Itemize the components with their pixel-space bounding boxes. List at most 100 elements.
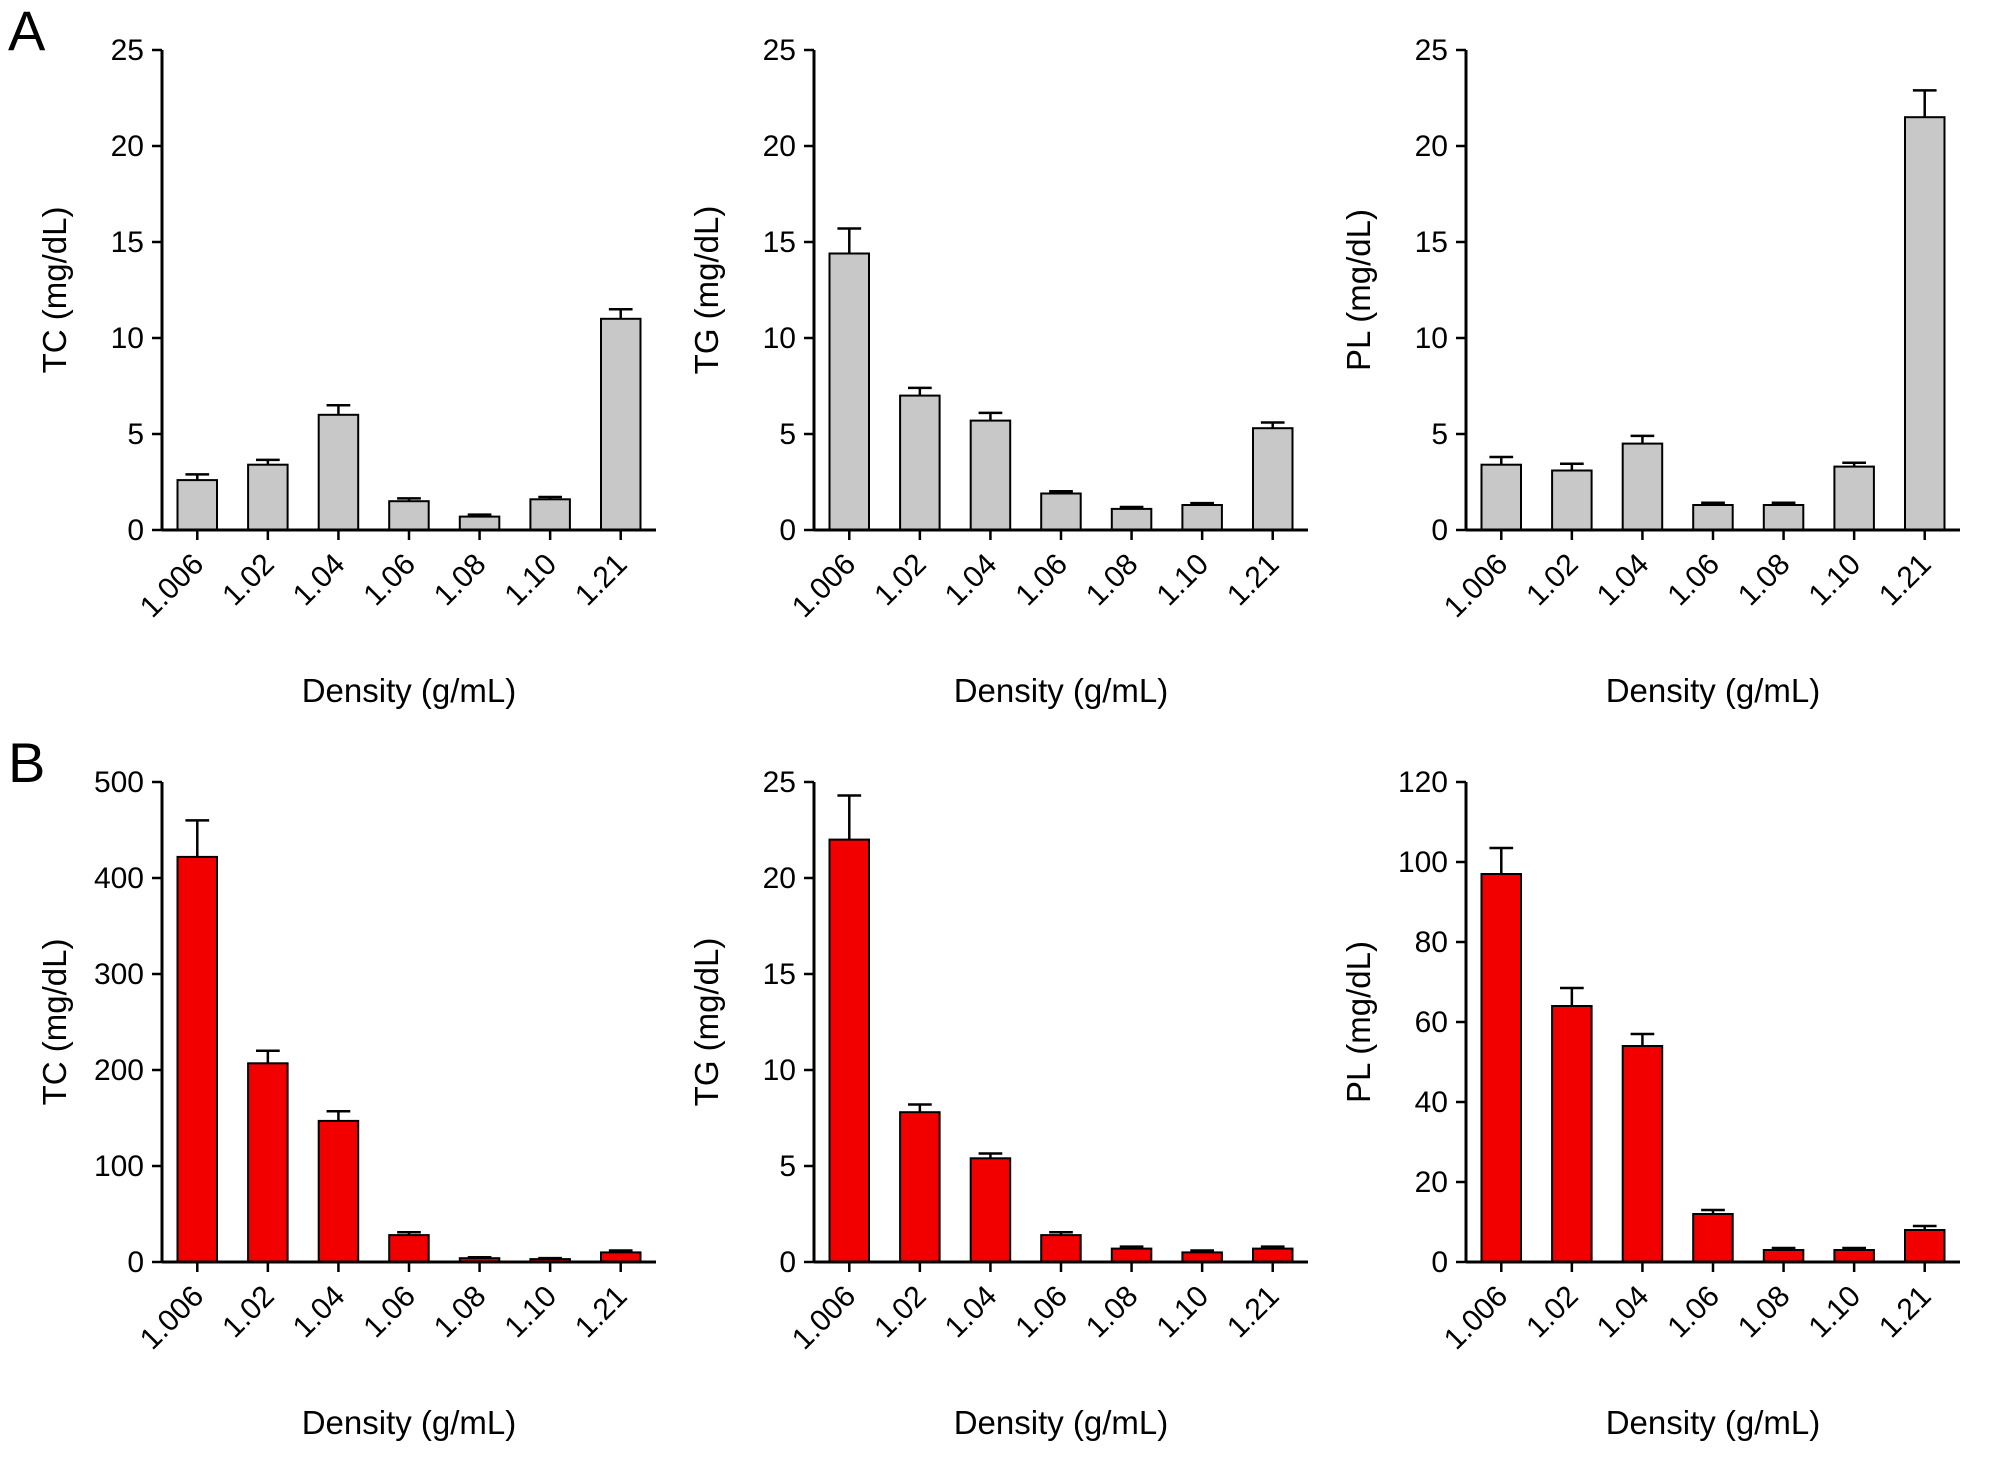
panel-label-a: A	[8, 0, 46, 62]
y-tick-label: 5	[127, 418, 144, 451]
x-axis-label: Density (g/mL)	[1606, 1404, 1821, 1441]
x-axis-label: Density (g/mL)	[302, 672, 517, 709]
y-tick-label: 25	[763, 766, 796, 799]
x-tick-label: 1.02	[868, 1280, 933, 1345]
y-tick-label: 20	[1415, 1166, 1448, 1199]
x-tick-label: 1.02	[868, 548, 933, 613]
bar	[1692, 504, 1734, 531]
y-tick-label: 0	[779, 1246, 796, 1279]
bar	[247, 463, 289, 532]
x-axis-label: Density (g/mL)	[954, 1404, 1169, 1441]
y-tick-label: 10	[111, 322, 144, 355]
y-tick-label: 15	[111, 226, 144, 259]
chart-svg: 1.006 1.02 1.04 1.06 1.08 1.10 1.21 0 20 40 60 80 10…	[1340, 766, 1960, 1441]
x-tick-label: 1.21	[569, 548, 634, 613]
y-axis-label: TG (mg/dL)	[688, 938, 725, 1107]
y-tick-label: 40	[1415, 1086, 1448, 1119]
x-tick-label: 1.02	[1520, 548, 1585, 613]
y-axis-label: PL (mg/dL)	[1340, 941, 1377, 1103]
x-tick-label: 1.04	[287, 1280, 352, 1345]
y-tick-label: 500	[94, 766, 144, 799]
y-tick-label: 0	[127, 1246, 144, 1279]
bar	[1252, 427, 1294, 532]
y-axis-label: TC (mg/dL)	[36, 939, 73, 1106]
x-tick-label: 1.02	[216, 548, 281, 613]
x-axis-label: Density (g/mL)	[1606, 672, 1821, 709]
bar	[1621, 1045, 1664, 1263]
x-tick-label: 1.04	[287, 548, 352, 613]
y-tick-label: 5	[779, 418, 796, 451]
bar	[1110, 507, 1153, 531]
bar	[600, 317, 642, 531]
y-tick-label: 0	[1431, 1246, 1448, 1279]
x-tick-label: 1.21	[1873, 548, 1938, 613]
bar	[1110, 1247, 1153, 1264]
x-tick-label: 1.06	[1009, 1280, 1074, 1345]
bar	[1904, 116, 1946, 531]
x-tick-label: 1.04	[1591, 1280, 1656, 1345]
chart-svg: 1.006 1.02 1.04 1.06 1.08 1.10 1.21 0 5 10 15 20 25 P…	[1340, 34, 1960, 709]
y-axis-label: PL (mg/dL)	[1340, 209, 1377, 371]
bar	[969, 419, 1012, 532]
bar	[176, 479, 218, 532]
chart-a-tg: 1.006 1.02 1.04 1.06 1.08 1.10 1.21 0 5 10 15 20 25 T…	[682, 0, 1334, 732]
x-tick-label: 1.08	[1080, 1280, 1145, 1345]
bar	[899, 394, 941, 531]
x-tick-label: 1.006	[1438, 1280, 1514, 1356]
y-tick-label: 0	[779, 514, 796, 547]
y-tick-label: 400	[94, 862, 144, 895]
y-tick-label: 300	[94, 958, 144, 991]
panel-label-b: B	[8, 731, 46, 794]
bar	[529, 498, 571, 531]
bar	[317, 413, 360, 531]
y-tick-label: 10	[763, 1054, 796, 1087]
bar	[1762, 1249, 1805, 1263]
x-tick-label: 1.06	[357, 1280, 422, 1345]
y-axis-label: TC (mg/dL)	[36, 207, 73, 374]
bar	[1252, 1247, 1294, 1264]
y-tick-label: 10	[763, 322, 796, 355]
x-tick-label: 1.10	[498, 1280, 563, 1345]
y-tick-label: 25	[1415, 34, 1448, 67]
bar	[1833, 465, 1875, 532]
x-tick-label: 1.10	[498, 548, 563, 613]
x-tick-label: 1.006	[134, 548, 210, 624]
bar	[1480, 463, 1522, 532]
y-tick-label: 15	[1415, 226, 1448, 259]
y-axis-label: TG (mg/dL)	[688, 206, 725, 375]
x-tick-label: 1.08	[1732, 548, 1797, 613]
y-tick-label: 100	[1398, 846, 1448, 879]
y-tick-label: 60	[1415, 1006, 1448, 1039]
chart-svg: 1.006 1.02 1.04 1.06 1.08 1.10 1.21 0 5 10 15 20 25 T…	[688, 766, 1308, 1441]
x-tick-label: 1.006	[134, 1280, 210, 1356]
bar	[1621, 442, 1664, 532]
bar	[458, 515, 501, 532]
x-tick-label: 1.21	[1221, 1280, 1286, 1345]
y-tick-label: 20	[111, 130, 144, 163]
x-tick-label: 1.08	[428, 548, 493, 613]
y-tick-label: 10	[1415, 322, 1448, 355]
chart-svg: 1.006 1.02 1.04 1.06 1.08 1.10 1.21 0 5 10 15 20 25 T…	[688, 34, 1308, 709]
chart-b-pl: 1.006 1.02 1.04 1.06 1.08 1.10 1.21 0 20 40 60 80 10…	[1334, 732, 1986, 1464]
bar	[317, 1119, 360, 1263]
y-tick-label: 15	[763, 958, 796, 991]
bar	[388, 1234, 430, 1264]
x-tick-label: 1.006	[786, 548, 862, 624]
x-tick-label: 1.08	[1732, 1280, 1797, 1345]
chart-svg: 1.006 1.02 1.04 1.06 1.08 1.10 1.21 0 100 200 300 4…	[36, 766, 656, 1441]
y-tick-label: 100	[94, 1150, 144, 1183]
x-tick-label: 1.04	[939, 548, 1004, 613]
x-tick-label: 1.21	[569, 1280, 634, 1345]
panel-row-a: A 1.006 1.02 1.04 1.06 1.08 1.10 1.21 0 5 10 15 20 2…	[8, 0, 1960, 732]
bar	[899, 1111, 941, 1264]
x-tick-label: 1.10	[1150, 1280, 1215, 1345]
y-tick-label: 20	[763, 130, 796, 163]
panel-row-b: B 1.006 1.02 1.04 1.06 1.08 1.10 1.21 0 100 200 30…	[0, 732, 2000, 1464]
chart-b-tg: 1.006 1.02 1.04 1.06 1.08 1.10 1.21 0 5 10 15 20 25 T…	[682, 732, 1334, 1464]
x-tick-label: 1.006	[786, 1280, 862, 1356]
y-tick-label: 25	[763, 34, 796, 67]
x-tick-label: 1.006	[1438, 548, 1514, 624]
bar	[388, 500, 430, 532]
bar	[176, 855, 218, 1264]
bar	[1551, 469, 1593, 531]
